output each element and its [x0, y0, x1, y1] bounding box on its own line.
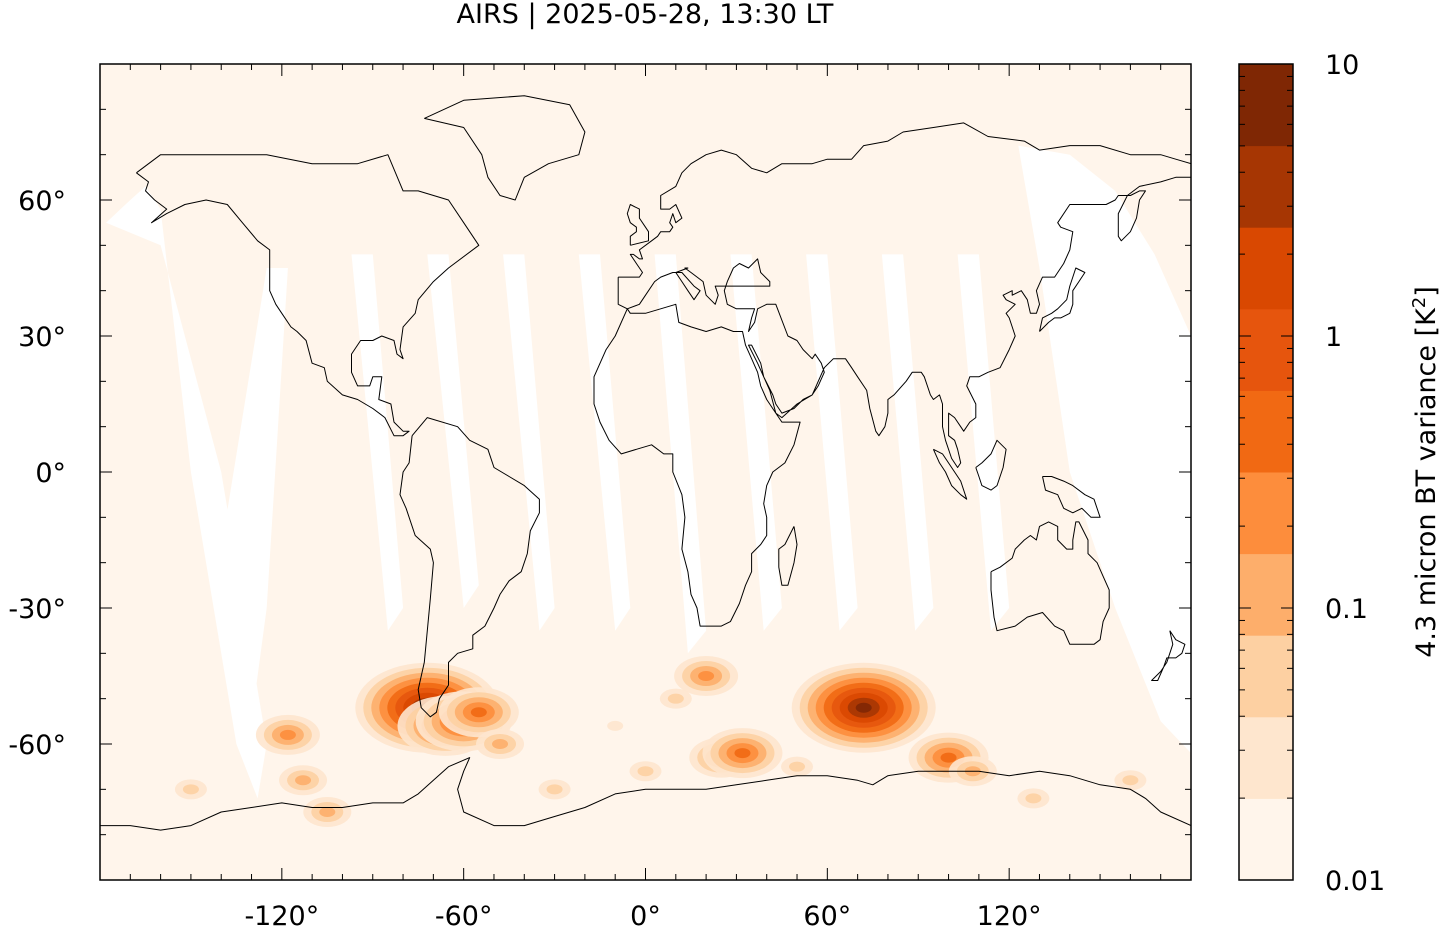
colorbar-tick-label: 0.01	[1325, 866, 1385, 897]
map-area	[100, 64, 1191, 880]
new-zealand-coast	[1151, 630, 1186, 681]
colorbar-frame	[1238, 63, 1294, 881]
colorbar-tick-label: 10	[1325, 50, 1359, 81]
variance-hotspot-15-level-2	[182, 784, 199, 795]
orbit-gap-9	[806, 254, 858, 631]
colorbar-band	[1239, 145, 1293, 228]
lon-tick-label: 0°	[630, 901, 661, 930]
colorbar-band	[1239, 635, 1293, 718]
coastline-layer	[100, 95, 1191, 831]
variance-hotspot-12-level-5	[940, 752, 957, 763]
lon-tick-label: 120°	[977, 901, 1042, 930]
lon-tick-label: -120°	[244, 901, 319, 930]
orbit-gap-11	[957, 254, 1010, 631]
antarctica-coast	[100, 757, 1191, 831]
colorbar-tick-labels: 10 1 0.1 0.01	[1325, 50, 1385, 897]
colorbar-band	[1239, 716, 1293, 799]
latitude-tick-labels: 60° 30° 0° -30° -60°	[8, 186, 66, 761]
orbit-gap-12	[1018, 145, 1191, 754]
variance-hotspot-11-level-9	[855, 702, 872, 713]
variance-hotspot-8-level-4	[698, 671, 715, 681]
japan-coast	[1039, 267, 1086, 332]
colorbar-bands	[1239, 64, 1293, 881]
orbit-gap-7	[654, 254, 707, 654]
orbit-gap-2	[215, 268, 288, 722]
colorbar-band	[1239, 798, 1293, 881]
colorbar-band	[1239, 227, 1293, 310]
variance-hotspot-3-level-5	[470, 707, 487, 718]
colorbar-tick-label: 1	[1325, 322, 1342, 353]
map-tick-marks	[100, 64, 1191, 880]
colorbar: 10 1 0.1 0.01 4.3 micron BT variance [K2]	[1238, 50, 1442, 897]
lon-tick-label: -60°	[435, 901, 493, 930]
colorbar-band	[1239, 472, 1293, 555]
variance-hotspot-14-level-2	[1025, 793, 1042, 804]
variance-hotspot-21-level-2	[667, 693, 684, 704]
variance-hotspot-19-level-2	[1122, 775, 1139, 786]
borneo-coast	[975, 439, 1007, 491]
eurasia-africa-coast	[593, 122, 1191, 627]
orbit-gap-10	[881, 254, 934, 631]
variance-hotspot-16-level-2	[546, 784, 563, 795]
colorbar-tick-marks	[1239, 75, 1293, 881]
orbit-gap-4	[427, 254, 479, 608]
orbit-gap-6	[578, 254, 631, 631]
lat-tick-label: -60°	[8, 730, 66, 761]
variance-hotspot-20-level-1	[607, 720, 624, 731]
lat-tick-label: 0°	[35, 458, 66, 489]
orbit-gap-3	[351, 254, 404, 631]
lon-tick-label: 60°	[803, 901, 851, 930]
south-america-coast	[399, 417, 540, 718]
variance-hotspot-layer	[174, 656, 1147, 827]
greenland-coast	[424, 95, 586, 201]
orbit-gap-5	[503, 254, 555, 631]
variance-hotspot-6-level-3	[319, 807, 336, 817]
colorbar-band	[1239, 390, 1293, 473]
variance-hotspot-7-level-3	[492, 739, 509, 749]
new-guinea-coast	[1042, 476, 1101, 518]
sumatra-coast	[932, 448, 968, 500]
variance-hotspot-18-level-2	[789, 761, 806, 772]
colorbar-label: 4.3 micron BT variance [K2]	[1409, 286, 1442, 658]
figure-title: AIRS | 2025-05-28, 13:30 LT	[457, 0, 834, 30]
madagascar-coast	[778, 526, 798, 586]
variance-hotspot-4-level-4	[279, 729, 296, 740]
colorbar-tick-label: 0.1	[1325, 594, 1368, 625]
variance-hotspot-5-level-3	[295, 775, 312, 786]
orbit-gap-1	[106, 186, 267, 799]
lat-tick-label: 30°	[18, 322, 66, 353]
lat-tick-label: -30°	[8, 594, 66, 625]
orbit-gap-layer	[106, 145, 1191, 799]
australia-coast	[990, 521, 1110, 645]
north-america-coast	[136, 154, 480, 437]
colorbar-band	[1239, 553, 1293, 636]
colorbar-band	[1239, 308, 1293, 391]
longitude-tick-labels: -120° -60° 0° 60° 120°	[244, 901, 1041, 930]
orbit-gap-8	[730, 254, 782, 631]
variance-hotspot-10-level-5	[734, 748, 751, 759]
lat-tick-label: 60°	[18, 186, 66, 217]
colorbar-band	[1239, 64, 1293, 147]
britain-coast	[626, 204, 649, 246]
variance-hotspot-17-level-2	[637, 766, 654, 777]
